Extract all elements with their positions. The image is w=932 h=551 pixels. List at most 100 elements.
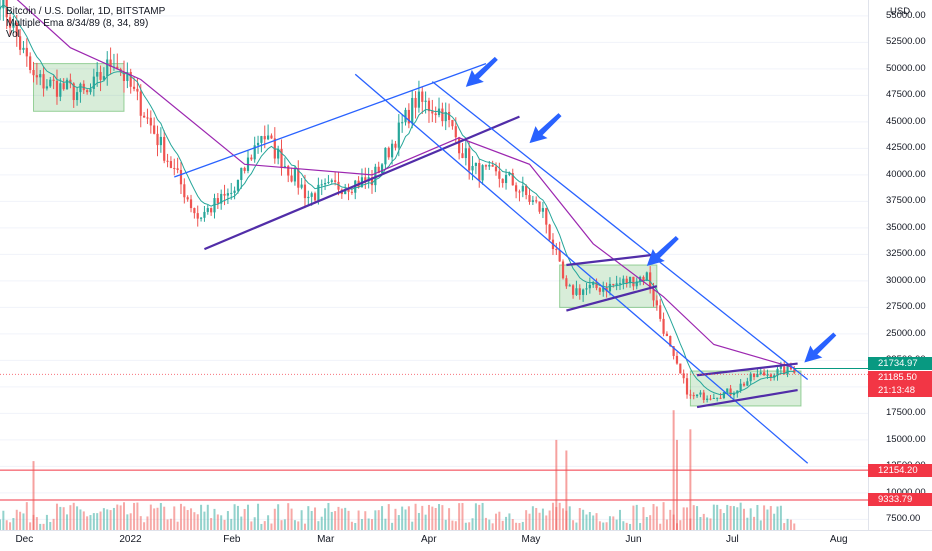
candle[interactable] bbox=[52, 79, 55, 81]
candle[interactable] bbox=[230, 192, 233, 194]
candle[interactable] bbox=[766, 374, 769, 376]
candle[interactable] bbox=[685, 378, 689, 395]
candle[interactable] bbox=[424, 100, 427, 102]
candle[interactable] bbox=[716, 397, 719, 399]
arrow-marker-3[interactable] bbox=[646, 236, 679, 267]
candle[interactable] bbox=[484, 165, 488, 167]
candle[interactable] bbox=[602, 287, 605, 292]
candle[interactable] bbox=[612, 283, 615, 285]
indicator-title[interactable]: Multiple Ema 8/34/89 (8, 34, 89) bbox=[6, 17, 149, 29]
candle[interactable] bbox=[313, 193, 317, 201]
candle[interactable] bbox=[732, 393, 736, 396]
candle[interactable] bbox=[695, 394, 699, 397]
candle[interactable] bbox=[323, 183, 327, 185]
candle[interactable] bbox=[199, 217, 203, 219]
candle[interactable] bbox=[451, 119, 454, 127]
candle[interactable] bbox=[699, 392, 702, 395]
trendline-5[interactable] bbox=[566, 253, 657, 267]
candle[interactable] bbox=[102, 76, 105, 80]
candle[interactable] bbox=[106, 59, 109, 77]
candle[interactable] bbox=[702, 392, 705, 400]
candle[interactable] bbox=[394, 143, 397, 148]
candle[interactable] bbox=[307, 196, 310, 199]
candle[interactable] bbox=[434, 113, 437, 116]
candle[interactable] bbox=[783, 366, 786, 375]
candle[interactable] bbox=[330, 180, 333, 182]
candle[interactable] bbox=[427, 100, 431, 112]
candle[interactable] bbox=[49, 79, 52, 87]
candle[interactable] bbox=[233, 190, 236, 193]
candle[interactable] bbox=[779, 366, 782, 369]
candle[interactable] bbox=[568, 285, 571, 287]
candle[interactable] bbox=[458, 137, 461, 154]
candle[interactable] bbox=[143, 115, 146, 118]
candle[interactable] bbox=[277, 148, 280, 159]
candle[interactable] bbox=[548, 224, 551, 240]
candle[interactable] bbox=[79, 83, 82, 93]
candle[interactable] bbox=[712, 398, 715, 400]
candle[interactable] bbox=[310, 193, 313, 197]
candle[interactable] bbox=[196, 213, 199, 219]
candle[interactable] bbox=[471, 165, 474, 171]
candle[interactable] bbox=[481, 165, 484, 181]
candle[interactable] bbox=[35, 75, 38, 78]
candle[interactable] bbox=[29, 56, 32, 71]
candle[interactable] bbox=[270, 135, 273, 139]
candle[interactable] bbox=[176, 168, 179, 170]
candle[interactable] bbox=[169, 161, 173, 168]
candle[interactable] bbox=[571, 285, 575, 295]
candle[interactable] bbox=[159, 136, 162, 146]
candle[interactable] bbox=[441, 108, 444, 122]
candle[interactable] bbox=[25, 47, 28, 57]
candle[interactable] bbox=[216, 198, 219, 204]
candle[interactable] bbox=[635, 281, 638, 287]
candle[interactable] bbox=[89, 88, 92, 93]
candle[interactable] bbox=[334, 180, 337, 182]
candle[interactable] bbox=[417, 91, 421, 108]
candle[interactable] bbox=[776, 368, 779, 376]
candle[interactable] bbox=[655, 300, 658, 306]
candle[interactable] bbox=[749, 373, 752, 382]
candle[interactable] bbox=[706, 398, 709, 400]
candle[interactable] bbox=[179, 169, 183, 185]
candle[interactable] bbox=[649, 272, 652, 290]
candle[interactable] bbox=[163, 136, 166, 161]
candle[interactable] bbox=[374, 166, 377, 186]
candle[interactable] bbox=[615, 283, 618, 285]
candle[interactable] bbox=[625, 278, 628, 284]
candle[interactable] bbox=[236, 179, 240, 191]
candle[interactable] bbox=[491, 165, 494, 167]
candle[interactable] bbox=[243, 167, 246, 171]
candle[interactable] bbox=[297, 168, 300, 188]
candle[interactable] bbox=[555, 249, 558, 251]
ema-8-line[interactable] bbox=[0, 3, 795, 396]
candle[interactable] bbox=[588, 284, 591, 289]
ema-34-line[interactable] bbox=[0, 0, 795, 369]
candle[interactable] bbox=[303, 184, 307, 199]
price-axis[interactable] bbox=[868, 0, 932, 530]
candle[interactable] bbox=[561, 261, 565, 279]
candle[interactable] bbox=[421, 91, 424, 102]
candle[interactable] bbox=[377, 166, 380, 174]
candle[interactable] bbox=[478, 162, 481, 181]
candle[interactable] bbox=[538, 201, 541, 212]
candle[interactable] bbox=[317, 184, 320, 201]
candle[interactable] bbox=[528, 195, 531, 202]
candle[interactable] bbox=[12, 22, 15, 28]
candle[interactable] bbox=[380, 164, 384, 174]
candle[interactable] bbox=[203, 211, 206, 218]
candle[interactable] bbox=[504, 174, 508, 184]
candle[interactable] bbox=[582, 289, 585, 295]
candle[interactable] bbox=[541, 208, 545, 212]
candle[interactable] bbox=[75, 92, 79, 101]
candle[interactable] bbox=[662, 318, 665, 334]
candle[interactable] bbox=[535, 200, 538, 202]
candle[interactable] bbox=[414, 97, 417, 108]
candle[interactable] bbox=[267, 135, 270, 140]
trendline-6[interactable] bbox=[566, 285, 658, 312]
candle[interactable] bbox=[293, 168, 297, 182]
candle[interactable] bbox=[585, 288, 588, 290]
arrow-marker-2[interactable] bbox=[529, 113, 562, 144]
candle[interactable] bbox=[146, 117, 149, 119]
candle[interactable] bbox=[32, 70, 35, 76]
